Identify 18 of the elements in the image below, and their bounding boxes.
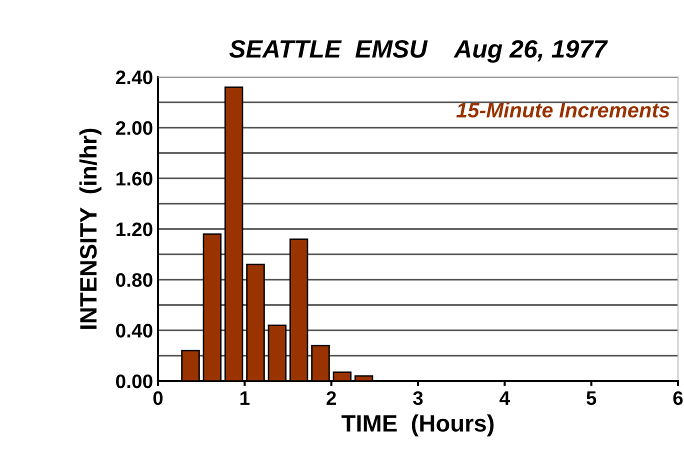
- x-tick-label: 3: [413, 391, 423, 406]
- annotation: 15-Minute Increments: [456, 102, 670, 118]
- y-tick-label: 0.00: [116, 374, 152, 388]
- x-tick-label: 1: [240, 391, 250, 405]
- y-tick-label: 0.40: [116, 324, 152, 338]
- x-tick-label: 4: [500, 391, 510, 405]
- x-tick-label: 6: [673, 391, 683, 406]
- x-tick-label: 2: [326, 391, 336, 405]
- y-tick-label: 1.20: [116, 222, 152, 236]
- y-tick-label: 2.00: [116, 121, 152, 135]
- y-axis-title: INTENSITY (in/hr): [79, 128, 102, 329]
- chart-title: SEATTLE EMSU Aug 26, 1977: [229, 40, 608, 63]
- y-tick-label: 0.80: [116, 273, 152, 287]
- x-tick-label: 0: [153, 391, 163, 406]
- y-tick-label: 2.40: [116, 70, 152, 84]
- y-tick-label: 1.60: [116, 172, 152, 186]
- x-tick-label: 5: [586, 391, 596, 406]
- x-axis-title: TIME (Hours): [342, 414, 494, 436]
